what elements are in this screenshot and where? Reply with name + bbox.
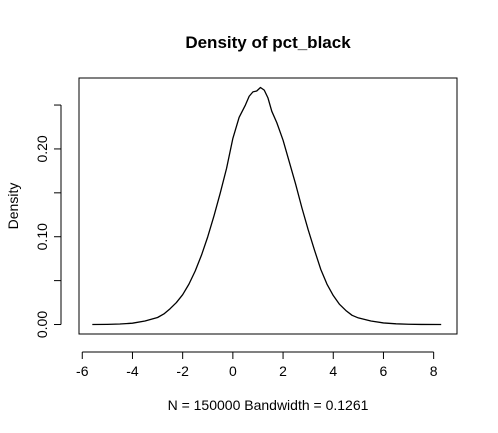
y-tick-label: 0.20 <box>34 135 50 162</box>
plot-box <box>78 77 458 335</box>
x-tick-label: -2 <box>176 363 189 379</box>
density-curve <box>92 86 442 326</box>
x-tick-label: -4 <box>126 363 139 379</box>
y-tick-label: 0.00 <box>34 311 50 338</box>
x-tick-label: 4 <box>329 363 337 379</box>
x-tick-label: 8 <box>430 363 438 379</box>
x-axis: -6 -4 -2 0 2 4 6 8 <box>76 351 438 379</box>
chart-title: Density of pct_black <box>185 33 351 52</box>
y-axis-label: Density <box>5 183 21 230</box>
y-tick-label: 0.10 <box>34 223 50 250</box>
x-tick-label: -6 <box>76 363 89 379</box>
x-tick-label: 6 <box>380 363 388 379</box>
x-tick-label: 0 <box>229 363 237 379</box>
x-axis-label: N = 150000 Bandwidth = 0.1261 <box>168 397 369 413</box>
x-tick-label: 2 <box>279 363 287 379</box>
y-axis: 0.00 0.10 0.20 <box>34 104 62 338</box>
